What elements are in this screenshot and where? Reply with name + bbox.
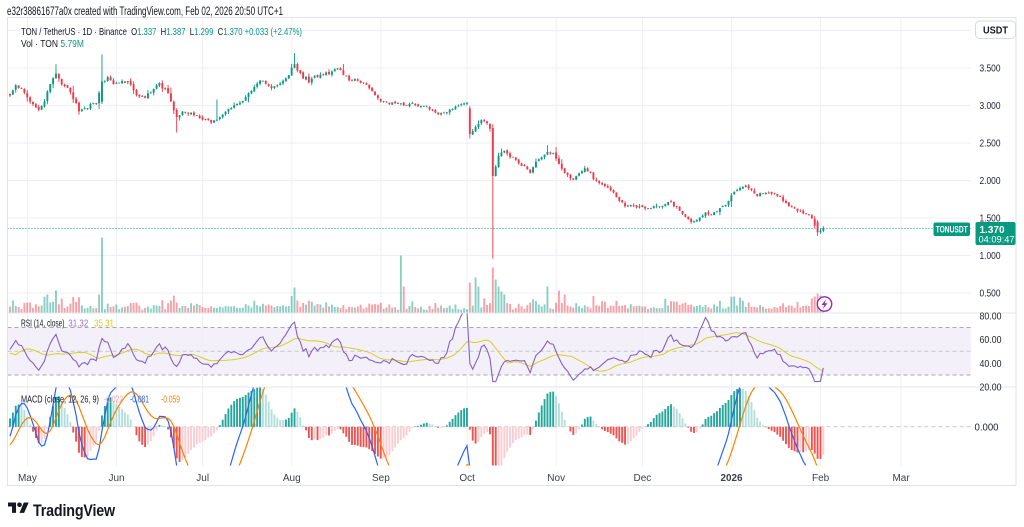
svg-text:3.000: 3.000	[980, 100, 1001, 112]
svg-text:USDT: USDT	[983, 25, 1009, 37]
svg-text:80.00: 80.00	[980, 310, 1002, 322]
svg-text:1.500: 1.500	[980, 213, 1001, 225]
svg-text:RSI (14, close): RSI (14, close)	[21, 318, 65, 330]
svg-text:2026: 2026	[721, 473, 743, 484]
svg-text:Feb: Feb	[812, 473, 830, 484]
svg-text:TON / TetherUS · 1D · Binance: TON / TetherUS · 1D · Binance O1.337 H1.…	[21, 26, 302, 38]
svg-text:Dec: Dec	[634, 473, 652, 484]
svg-text:2.500: 2.500	[980, 138, 1001, 150]
svg-text:0.500: 0.500	[980, 288, 1001, 300]
svg-text:04:09:47: 04:09:47	[979, 235, 1015, 245]
svg-text:40.00: 40.00	[980, 358, 1002, 370]
svg-text:0.000: 0.000	[975, 422, 999, 434]
svg-text:2.000: 2.000	[980, 175, 1001, 187]
svg-text:3.500: 3.500	[980, 63, 1001, 75]
svg-text:e32r38861677a0x created with T: e32r38861677a0x created with TradingView…	[7, 6, 283, 18]
svg-text:35.31: 35.31	[94, 318, 114, 330]
svg-text:TONUSDT: TONUSDT	[936, 225, 968, 235]
svg-text:Jul: Jul	[196, 473, 209, 484]
svg-text:1.370: 1.370	[980, 224, 1005, 236]
svg-text:Jun: Jun	[108, 473, 124, 484]
svg-text:1.000: 1.000	[980, 250, 1001, 262]
svg-text:Sep: Sep	[372, 473, 390, 484]
svg-text:-0.022: -0.022	[104, 394, 123, 406]
svg-text:May: May	[18, 473, 37, 484]
svg-text:Mar: Mar	[892, 473, 910, 484]
svg-text:-0.059: -0.059	[161, 394, 180, 406]
svg-text:Oct: Oct	[459, 473, 475, 484]
svg-text:31.32: 31.32	[68, 318, 88, 330]
svg-text:TradingView: TradingView	[33, 502, 115, 520]
svg-text:Vol · TON 5.79M: Vol · TON 5.79M	[21, 38, 84, 50]
svg-text:MACD (close, 12, 26, 9): MACD (close, 12, 26, 9)	[21, 394, 99, 406]
svg-text:Aug: Aug	[283, 473, 301, 484]
svg-text:20.00: 20.00	[980, 382, 1002, 394]
svg-text:-0.081: -0.081	[130, 394, 149, 406]
svg-text:Nov: Nov	[547, 473, 565, 484]
svg-text:60.00: 60.00	[980, 334, 1002, 346]
